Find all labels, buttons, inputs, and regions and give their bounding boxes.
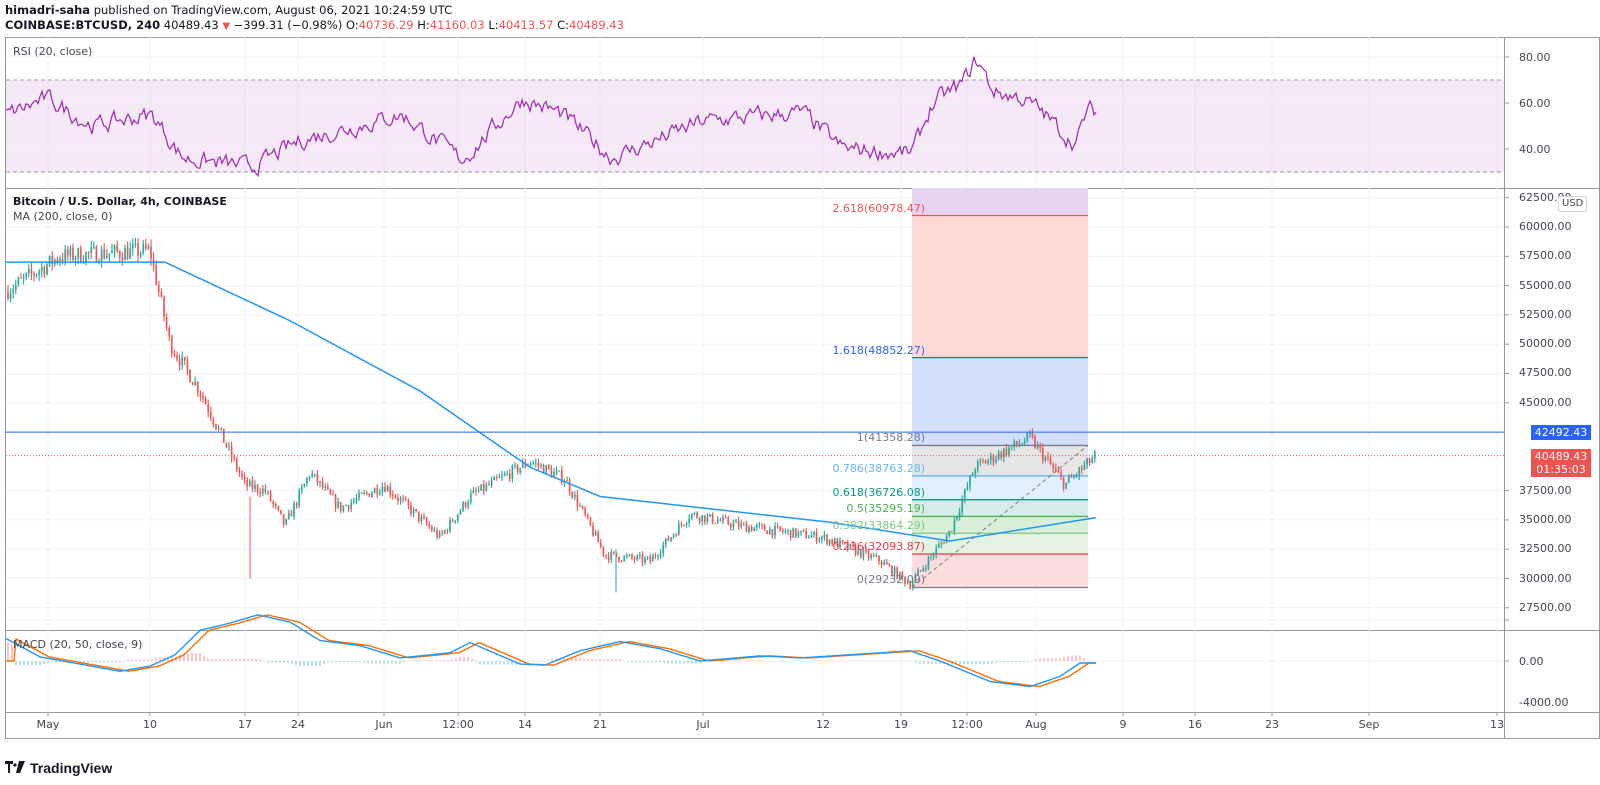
time-tick-label: 14 [518,718,532,731]
price-tick-label: 60000.00 [1519,220,1572,233]
price-tick-label: 35000.00 [1519,512,1572,526]
fib-level-label: 1(41358.28) [856,431,925,445]
macd-legend[interactable]: MACD (20, 50, close, 9) [13,637,142,652]
time-tick-label: Jul [696,718,710,731]
open-label: O: [346,18,359,32]
open-value: 40736.29 [358,18,414,32]
price-tick-label: 57500.00 [1519,249,1572,263]
macd-axis-zero: 0.00 [1519,655,1544,668]
series-title: Bitcoin / U.S. Dollar, 4h, COINBASE [13,195,227,208]
price-tick-label: 47500.00 [1519,366,1572,380]
last-price-tag: 40489.43 01:35:03 [1531,449,1591,477]
symbol-label: COINBASE:BTCUSD, 240 [5,18,161,32]
time-tick-label: 21 [593,718,607,731]
fib-level-label: 2.618(60978.47) [832,201,925,215]
price-change: −399.31 (−0.98%) [230,18,346,32]
tradingview-logo-icon [5,760,25,776]
time-tick-label: 19 [894,718,908,731]
macd-axis-neg4000: -4000.00 [1519,696,1569,709]
time-tick-label: 24 [291,718,305,731]
time-tick-label: 12 [816,718,830,731]
price-tick-label: 27500.00 [1519,600,1572,614]
time-tick-label: Sep [1358,718,1380,731]
price-tick-label: 50000.00 [1519,337,1572,351]
tradingview-logo-text: TradingView [30,760,113,776]
time-tick-label: 16 [1188,718,1202,731]
rsi-legend-text: RSI (20, close) [13,45,93,58]
time-tick-label: 17 [238,718,252,731]
ma-legend: MA (200, close, 0) [13,210,113,223]
close-value: 40489.43 [569,18,624,32]
fib-level-label: 0.5(35295.19) [846,502,925,516]
close-label: C: [553,18,570,32]
price-tick-label: 55000.00 [1519,278,1572,292]
bar-countdown: 01:35:03 [1536,463,1586,476]
fib-level-label: 0.236(32093.87) [832,539,925,553]
tradingview-logo[interactable]: TradingView [5,760,112,776]
fib-level-label: 0(29232.09) [856,573,925,587]
time-tick-label: 12:00 [442,718,474,731]
time-tick-label: 23 [1265,718,1279,731]
last-price-value: 40489.43 [1534,450,1588,463]
time-tick-label: Jun [375,718,393,731]
fib-level-label: 0.382(33864.29) [832,519,925,533]
low-value: 40413.57 [498,18,554,32]
author-name[interactable]: himadri-saha [5,3,91,17]
price-tick-label: 52500.00 [1519,307,1572,321]
down-arrow-icon: ▼ [222,21,231,32]
rsi-axis-60: 60.00 [1519,97,1551,110]
time-tick-label: 13 [1490,718,1504,731]
time-tick-label: 9 [1119,718,1127,731]
time-tick-label: 12:00 [951,718,983,731]
rsi-axis-40: 40.00 [1519,143,1551,156]
high-label: H: [413,18,430,32]
time-tick-label: May [36,718,60,731]
price-tick-label: 32500.00 [1519,542,1572,556]
main-legend[interactable]: Bitcoin / U.S. Dollar, 4h, COINBASE MA (… [13,194,227,224]
low-label: L: [484,18,499,32]
rsi-legend[interactable]: RSI (20, close) [13,44,92,59]
currency-badge[interactable]: USD [1558,196,1588,212]
rsi-axis-80: 80.00 [1519,51,1551,64]
price-tick-label: 37500.00 [1519,483,1572,497]
last-price: 40489.43 [160,18,223,32]
publish-info: published on TradingView.com, August 06,… [90,3,453,17]
time-tick-label: Aug [1025,718,1047,731]
chart-header: himadri-saha published on TradingView.co… [5,3,624,34]
hline-price-tag: 42492.43 [1531,425,1591,440]
macd-legend-text: MACD (20, 50, close, 9) [13,638,143,651]
fib-level-label: 0.786(38763.28) [832,461,925,475]
fib-level-label: 1.618(48852.27) [832,343,925,357]
fib-level-label: 0.618(36726.08) [832,485,925,499]
price-tick-label: 30000.00 [1519,571,1572,585]
price-tick-label: 45000.00 [1519,395,1572,409]
high-value: 41160.03 [429,18,485,32]
time-tick-label: 10 [143,718,157,731]
